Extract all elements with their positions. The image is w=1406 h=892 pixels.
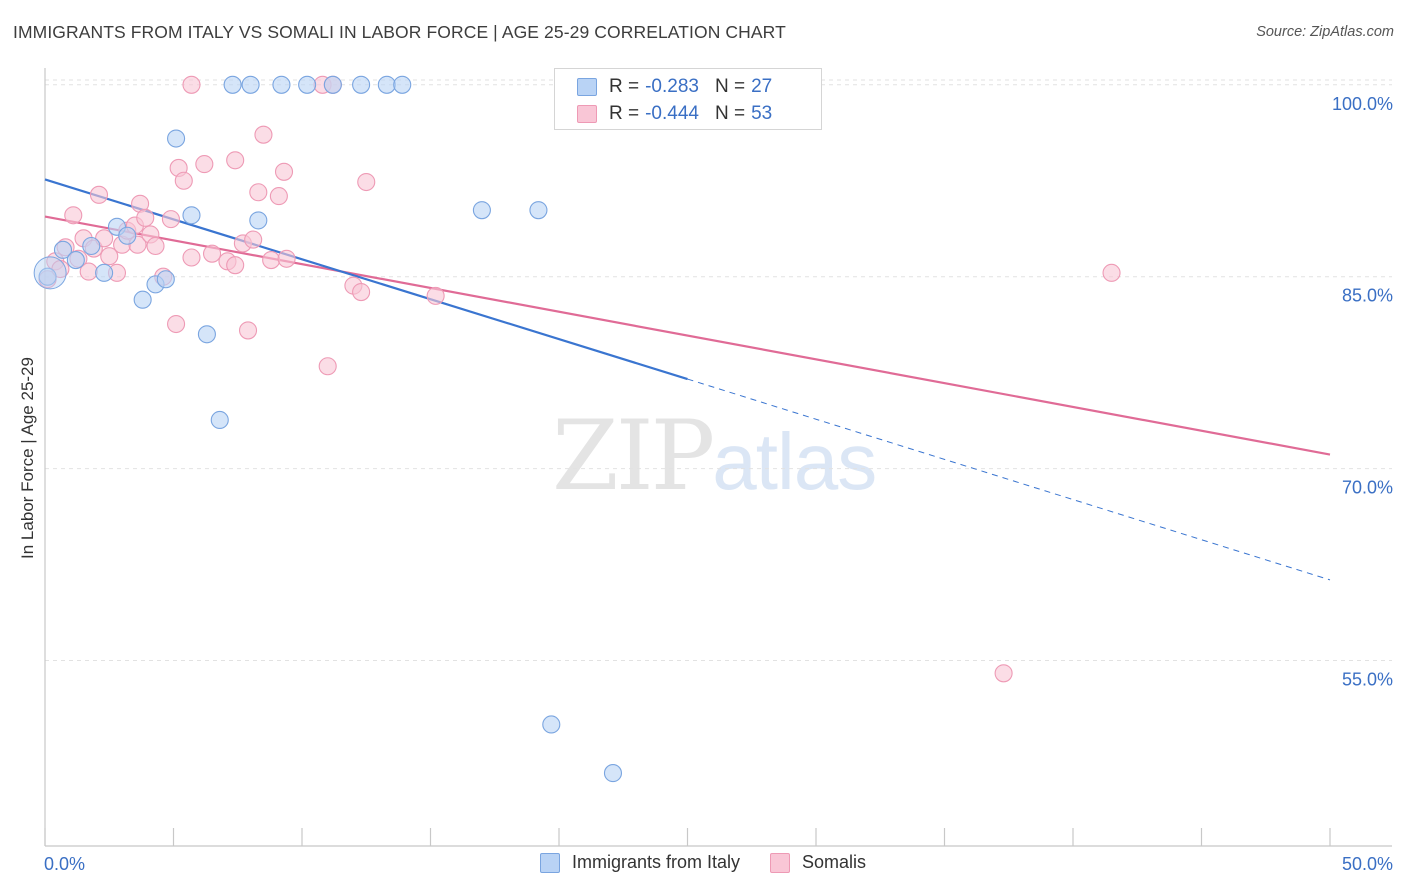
legend-label-italy: Immigrants from Italy bbox=[572, 852, 741, 872]
watermark-zip: ZIP bbox=[552, 400, 715, 512]
somali-point bbox=[182, 75, 201, 94]
italy-cluster-point bbox=[33, 256, 67, 290]
legend-r-label: R = bbox=[609, 76, 640, 97]
legend-label-somali: Somalis bbox=[802, 852, 867, 872]
legend-swatch-somali bbox=[577, 105, 597, 123]
italy-point bbox=[82, 236, 101, 256]
legend-item-somali: Somalis bbox=[770, 852, 866, 873]
somali-point bbox=[100, 247, 119, 266]
chart-title: IMMIGRANTS FROM ITALY VS SOMALI IN LABOR… bbox=[13, 22, 786, 42]
italy-point bbox=[182, 206, 201, 225]
somali-point bbox=[161, 210, 180, 229]
legend-row-italy: R = -0.283 N = 27 bbox=[577, 75, 772, 99]
gridlines bbox=[45, 79, 1392, 661]
italy-point bbox=[53, 240, 73, 259]
italy-point bbox=[223, 75, 242, 94]
watermark: ZIPatlas bbox=[552, 400, 877, 512]
legend-swatch-somali bbox=[770, 852, 791, 873]
somali-point bbox=[994, 664, 1013, 683]
legend-r-value: -0.444 bbox=[645, 103, 699, 124]
legend-item-italy: Immigrants from Italy bbox=[540, 852, 740, 873]
italy-point bbox=[156, 270, 175, 289]
correlation-legend: R = -0.283 N = 27 R = -0.444 N = 53 bbox=[554, 68, 822, 130]
legend-swatch-italy bbox=[577, 78, 597, 96]
data-points bbox=[33, 75, 1121, 783]
legend-r-value: -0.283 bbox=[645, 76, 699, 97]
legend-swatch-italy bbox=[540, 852, 560, 873]
somali-point bbox=[357, 172, 376, 192]
italy-point bbox=[272, 75, 291, 94]
y-tick-label: 100.0% bbox=[1332, 94, 1393, 114]
legend-row-somali: R = -0.444 N = 53 bbox=[577, 102, 772, 126]
somali-point bbox=[195, 155, 214, 174]
italy-point bbox=[352, 75, 371, 94]
italy-point bbox=[133, 290, 152, 309]
italy-point bbox=[323, 75, 342, 94]
somali-point bbox=[226, 151, 245, 170]
somali-point bbox=[89, 185, 109, 204]
somali-point bbox=[244, 230, 263, 249]
x-tick-label-min: 0.0% bbox=[44, 854, 85, 874]
somali-trend-line bbox=[44, 215, 1331, 456]
somali-point bbox=[254, 125, 273, 144]
italy-point bbox=[393, 75, 412, 94]
italy-point bbox=[249, 211, 268, 230]
source-credit: Source: ZipAtlas.com bbox=[1256, 24, 1394, 40]
italy-point bbox=[167, 129, 186, 148]
tick-labels: 55.0% 70.0% 85.0% 100.0% 0.0% 50.0% bbox=[44, 94, 1393, 874]
somali-point bbox=[182, 248, 201, 267]
somali-point bbox=[146, 236, 165, 256]
italy-point bbox=[118, 226, 137, 245]
italy-point bbox=[66, 251, 85, 270]
somali-point bbox=[352, 282, 371, 302]
italy-point bbox=[298, 75, 317, 94]
y-tick-label: 85.0% bbox=[1342, 286, 1393, 306]
legend-n-label: N = bbox=[714, 103, 746, 124]
somali-point bbox=[318, 357, 337, 376]
italy-point bbox=[529, 201, 548, 220]
italy-point bbox=[210, 410, 229, 430]
italy-point bbox=[197, 325, 216, 344]
somali-point bbox=[277, 249, 296, 268]
somali-point bbox=[226, 256, 245, 275]
legend-n-label: N = bbox=[714, 76, 746, 97]
y-tick-label: 70.0% bbox=[1342, 478, 1393, 498]
somali-point bbox=[167, 314, 186, 334]
italy-point bbox=[603, 764, 623, 783]
somali-point bbox=[203, 244, 222, 263]
series-legend: Immigrants from Italy Somalis bbox=[540, 852, 896, 873]
somali-point bbox=[136, 208, 155, 227]
somali-point bbox=[174, 171, 193, 190]
somali-point bbox=[426, 286, 445, 305]
italy-point bbox=[377, 75, 396, 94]
somali-point bbox=[269, 187, 288, 206]
somali-point bbox=[274, 162, 294, 181]
italy-point bbox=[241, 75, 260, 94]
watermark-atlas: atlas bbox=[712, 417, 877, 506]
italy-point bbox=[542, 715, 561, 734]
somali-point bbox=[64, 206, 83, 225]
somali-point bbox=[1102, 263, 1121, 282]
italy-point bbox=[472, 201, 491, 220]
legend-n-value: 27 bbox=[751, 76, 773, 97]
somali-point bbox=[238, 321, 258, 340]
axes bbox=[44, 68, 1392, 847]
somali-point bbox=[249, 183, 268, 202]
x-tick-label-max: 50.0% bbox=[1342, 854, 1393, 874]
y-tick-label: 55.0% bbox=[1342, 669, 1393, 689]
italy-point bbox=[38, 267, 57, 286]
legend-r-label: R = bbox=[609, 103, 640, 124]
legend-n-value: 53 bbox=[751, 103, 773, 124]
somali-point bbox=[262, 251, 281, 270]
italy-point bbox=[95, 263, 114, 282]
italy-trend-extension bbox=[687, 378, 1331, 581]
